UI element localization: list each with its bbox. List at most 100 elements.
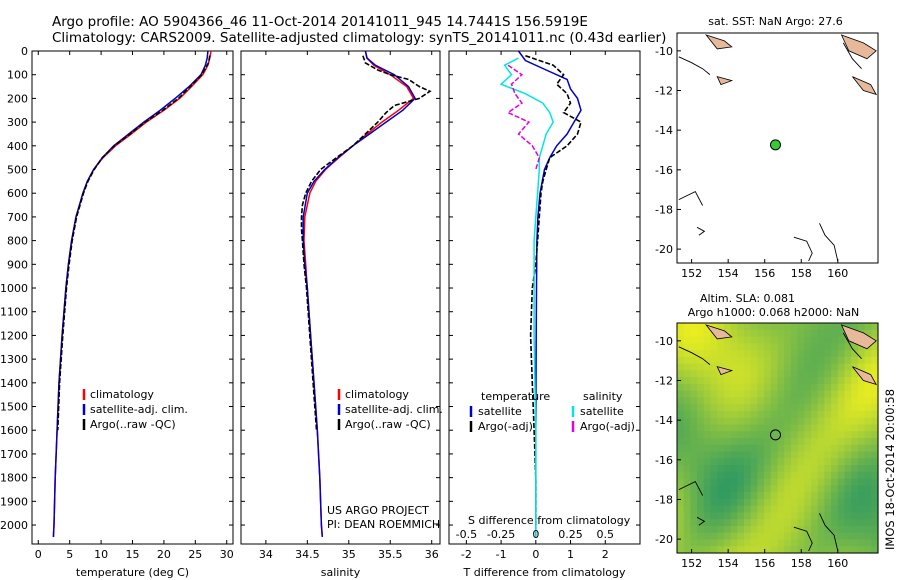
sla-cell xyxy=(677,343,685,351)
sla-cell xyxy=(831,343,839,351)
sla-cell xyxy=(844,323,852,331)
sla-cell xyxy=(757,492,765,500)
sla-cell xyxy=(817,546,825,554)
sla-cell xyxy=(730,438,738,446)
sla-cell xyxy=(797,404,805,412)
sla-cell xyxy=(831,492,839,500)
sla-cell xyxy=(804,532,812,541)
sla-cell xyxy=(811,323,819,331)
sla-cell xyxy=(764,471,772,480)
temperature-legend-label: climatology xyxy=(90,388,154,401)
sla-cell xyxy=(831,539,839,547)
sla-cell xyxy=(857,431,866,439)
sla-cell xyxy=(824,350,832,358)
sla-cell xyxy=(723,390,732,398)
sla-cell xyxy=(790,539,799,547)
sla-cell xyxy=(797,465,805,473)
sla-cell xyxy=(811,478,819,486)
sla-cell xyxy=(784,505,792,513)
difference-series-sat xyxy=(517,50,582,537)
sla-cell xyxy=(683,485,691,493)
sla-cell xyxy=(764,498,772,507)
sla-cell xyxy=(817,505,825,513)
sst-map-xtick-label: 154 xyxy=(718,267,739,280)
sla-cell xyxy=(797,431,805,439)
sla-cell xyxy=(730,377,738,385)
sla-cell xyxy=(697,451,705,459)
sla-map-xtick-label: 154 xyxy=(718,557,739,570)
difference-series-sat_s xyxy=(499,57,555,537)
sla-cell xyxy=(744,465,752,473)
sla-cell xyxy=(790,336,799,344)
sla-cell xyxy=(831,410,839,419)
sla-cell xyxy=(837,539,846,547)
sla-cell xyxy=(837,390,846,398)
temperature-xtick-label: 15 xyxy=(126,548,140,561)
sla-cell xyxy=(703,498,712,507)
sla-cell xyxy=(784,465,792,473)
sla-cell xyxy=(690,498,698,507)
sla-cell xyxy=(871,370,879,378)
sla-cell xyxy=(837,383,846,392)
sla-cell xyxy=(744,525,752,534)
sla-cell xyxy=(817,336,825,344)
sla-cell xyxy=(717,519,725,527)
sla-cell xyxy=(804,350,812,358)
sla-cell xyxy=(817,471,825,480)
sla-cell xyxy=(770,424,779,432)
sla-cell xyxy=(777,424,785,432)
sla-cell xyxy=(683,343,691,351)
sla-cell xyxy=(730,532,738,541)
sla-cell xyxy=(697,397,705,405)
sla-cell xyxy=(790,525,799,534)
sla-cell xyxy=(717,431,725,439)
sla-cell xyxy=(737,512,745,520)
sla-cell xyxy=(730,397,738,405)
sla-cell xyxy=(697,485,705,493)
sla-cell xyxy=(770,323,779,331)
salinity-series-sat xyxy=(302,50,417,537)
sla-cell xyxy=(717,532,725,541)
sla-cell xyxy=(710,377,718,385)
sla-cell xyxy=(764,370,772,378)
sla-cell xyxy=(857,424,866,432)
sla-cell xyxy=(757,471,765,480)
sla-cell xyxy=(723,410,732,419)
sla-cell xyxy=(757,451,765,459)
sla-cell xyxy=(690,370,698,378)
sla-cell xyxy=(683,363,691,371)
sla-cell xyxy=(851,512,859,520)
sla-map-land xyxy=(852,366,878,386)
sla-cell xyxy=(750,363,758,371)
sla-cell xyxy=(770,465,779,473)
sla-cell xyxy=(824,377,832,385)
sla-cell xyxy=(750,458,758,466)
sla-cell xyxy=(697,492,705,500)
sla-cell xyxy=(857,485,866,493)
sla-cell xyxy=(677,505,685,513)
sla-cell xyxy=(790,492,799,500)
sla-cell xyxy=(770,383,779,392)
sla-cell xyxy=(797,539,805,547)
sla-cell xyxy=(851,505,859,513)
sla-cell xyxy=(831,377,839,385)
sla-cell xyxy=(677,498,685,507)
sla-cell xyxy=(804,512,812,520)
sla-cell xyxy=(690,492,698,500)
sla-cell xyxy=(844,397,852,405)
sla-cell xyxy=(770,492,779,500)
sla-cell xyxy=(857,451,866,459)
sla-cell xyxy=(737,539,745,547)
sla-map-coastline xyxy=(678,481,703,496)
sla-cell xyxy=(837,356,846,365)
salinity-profile-panel: 34 34.5 35 35.5 36 salinity climatology satelli… xyxy=(240,50,443,579)
sla-cell xyxy=(723,458,732,466)
sla-cell xyxy=(857,512,866,520)
sla-cell xyxy=(817,377,825,385)
sla-cell xyxy=(811,336,819,344)
sla-cell xyxy=(750,532,758,541)
sla-cell xyxy=(790,383,799,392)
sla-cell xyxy=(757,438,765,446)
sla-cell xyxy=(690,363,698,371)
sla-cell xyxy=(770,451,779,459)
